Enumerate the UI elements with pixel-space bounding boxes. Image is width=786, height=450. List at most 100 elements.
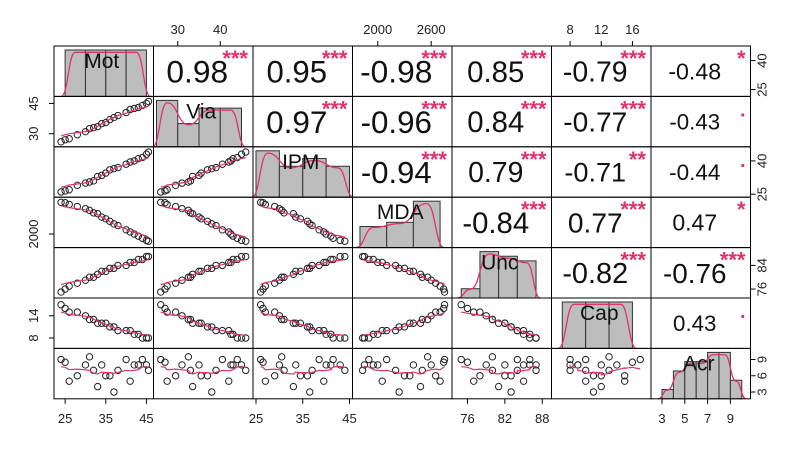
scatter-point (212, 221, 220, 230)
x-tick-label: 25 (249, 411, 263, 426)
x-tick-label: 2000 (363, 22, 392, 37)
scatter-point (289, 382, 298, 391)
x-tick-label: 40 (213, 22, 227, 37)
panel-border (252, 196, 353, 249)
variable-name-label: Mot (84, 50, 119, 73)
smooth-line (362, 311, 445, 337)
significance-stars: *** (720, 248, 746, 273)
significance-stars: * (737, 197, 746, 222)
scatter-point (308, 221, 316, 230)
y-tick-label: 25 (755, 187, 770, 201)
smooth-line (60, 157, 149, 188)
correlation-value: 0.79 (468, 157, 523, 189)
scatter-point (306, 220, 314, 228)
scatter-point (278, 353, 286, 361)
scatter-point (292, 319, 300, 327)
correlation-value: 0.84 (467, 106, 524, 139)
x-tick-label: 16 (625, 22, 639, 37)
scatter-point (322, 230, 330, 238)
scatter-point (178, 361, 186, 369)
scatter-point (89, 209, 98, 217)
scatter-point (197, 169, 205, 177)
scatter-point (261, 377, 270, 385)
scatter-point (171, 308, 180, 316)
scatter-point (73, 202, 82, 211)
scatter-point (134, 154, 143, 163)
scatter-point (122, 160, 130, 168)
scatter-point (61, 187, 69, 195)
variable-name-label: Acr (683, 352, 715, 375)
correlation-value: -0.43 (669, 110, 720, 135)
scatter-point (613, 361, 621, 369)
scatter-point (157, 198, 165, 207)
scatter-point (98, 119, 106, 128)
y-tick-label: 3 (755, 388, 770, 395)
significance-stars: *** (222, 46, 248, 71)
smooth-line (260, 258, 345, 286)
scatter-point (229, 255, 237, 264)
scatter-point (259, 358, 267, 366)
scatter-point (197, 372, 205, 380)
scatter-point (513, 355, 522, 364)
scatter-point (130, 361, 138, 369)
scatter-point (341, 237, 349, 245)
scatter-point (418, 315, 426, 324)
scatter-point (296, 215, 305, 223)
scatter-point (271, 202, 279, 211)
scatter-point (440, 301, 449, 309)
scatter-point (57, 301, 65, 309)
histogram-bar (359, 226, 388, 249)
scatter-point (81, 361, 90, 369)
scatter-point (171, 279, 180, 287)
y-tick-label: 14 (26, 309, 41, 323)
scatter-point (73, 372, 82, 380)
scatter-point (280, 273, 288, 281)
scatter-point (98, 361, 106, 369)
smooth-line (260, 205, 345, 238)
significance-stars: *** (620, 46, 646, 71)
scatter-point (242, 366, 250, 375)
histogram-bar (729, 379, 743, 400)
scatter-point (114, 221, 122, 230)
scatter-point (391, 326, 400, 335)
scatter-point (110, 388, 118, 396)
scatter-point (416, 382, 425, 391)
scatter-point (482, 361, 490, 369)
significance-stars: *** (322, 96, 348, 121)
scatter-point (519, 326, 528, 335)
scatter-point (102, 215, 110, 223)
smooth-line (160, 365, 246, 375)
panel-border (53, 196, 154, 249)
scatter-point (457, 301, 465, 309)
scatter-point (144, 334, 153, 342)
significance-stars: *** (521, 96, 547, 121)
scatter-point (322, 361, 330, 369)
scatter-point (57, 138, 65, 146)
scatter-point (229, 154, 237, 163)
scatter-point (203, 217, 212, 226)
scatter-point (322, 330, 330, 338)
scatter-point (463, 358, 472, 366)
scatter-point (532, 334, 540, 342)
scatter-point (329, 355, 337, 364)
x-tick-label: 45 (342, 411, 356, 426)
scatter-point (336, 361, 344, 369)
scatter-point (409, 361, 418, 369)
scatter-point (341, 334, 349, 342)
x-tick-label: 3 (658, 411, 665, 426)
x-tick-label: 7 (704, 411, 711, 426)
scatter-point (369, 255, 378, 264)
y-tick-label: 9 (755, 356, 770, 363)
scatter-point (391, 366, 400, 375)
scatter-point (488, 353, 497, 361)
scatter-point (122, 355, 130, 364)
significance-stars: *** (620, 197, 646, 222)
correlation-value: -0.71 (564, 157, 626, 188)
scatter-point (130, 230, 138, 238)
scatter-point (358, 334, 367, 342)
scatter-point (138, 101, 147, 110)
scatter-point (470, 377, 478, 385)
scatter-point (171, 372, 180, 380)
scatter-point (157, 188, 165, 196)
variable-name-label: MDA (377, 201, 424, 224)
